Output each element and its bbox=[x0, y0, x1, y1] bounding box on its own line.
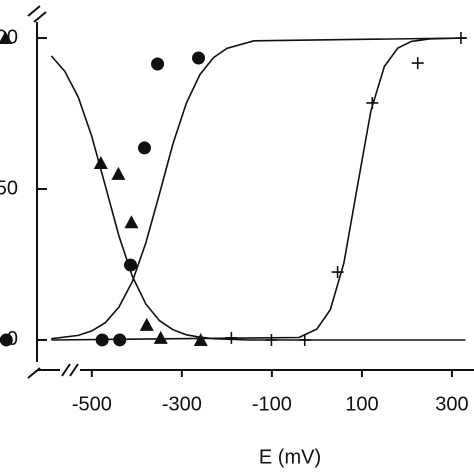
y-tick-label: 50 bbox=[0, 177, 18, 199]
x-tick-label: 300 bbox=[435, 393, 468, 415]
axis-break bbox=[69, 363, 79, 377]
axes bbox=[27, 5, 474, 379]
axis-break bbox=[27, 5, 41, 17]
point bbox=[331, 266, 344, 279]
point bbox=[124, 215, 139, 229]
x-tick-label: 100 bbox=[345, 393, 378, 415]
point bbox=[95, 333, 109, 347]
point bbox=[153, 330, 168, 344]
point bbox=[93, 156, 108, 170]
axis-break bbox=[61, 363, 71, 377]
x-tick-label: -100 bbox=[252, 393, 292, 415]
point bbox=[0, 333, 13, 347]
axis-break bbox=[33, 11, 47, 23]
point bbox=[111, 166, 126, 180]
point bbox=[151, 57, 165, 71]
x-tick-label: -300 bbox=[162, 393, 202, 415]
point bbox=[139, 317, 154, 331]
point bbox=[366, 96, 379, 109]
x-tick-label: -500 bbox=[72, 393, 112, 415]
point bbox=[298, 333, 311, 346]
point bbox=[411, 57, 424, 70]
x-axis-label: E (mV) bbox=[259, 446, 321, 468]
point bbox=[192, 51, 206, 65]
point bbox=[113, 333, 127, 347]
fit-curve bbox=[51, 37, 466, 341]
point bbox=[0, 31, 13, 45]
point bbox=[193, 332, 208, 346]
point bbox=[454, 32, 467, 45]
point bbox=[225, 331, 238, 344]
point bbox=[265, 333, 278, 346]
fit-curve bbox=[50, 55, 466, 341]
fit-curve bbox=[51, 37, 466, 340]
point bbox=[124, 258, 138, 272]
point bbox=[137, 141, 151, 155]
